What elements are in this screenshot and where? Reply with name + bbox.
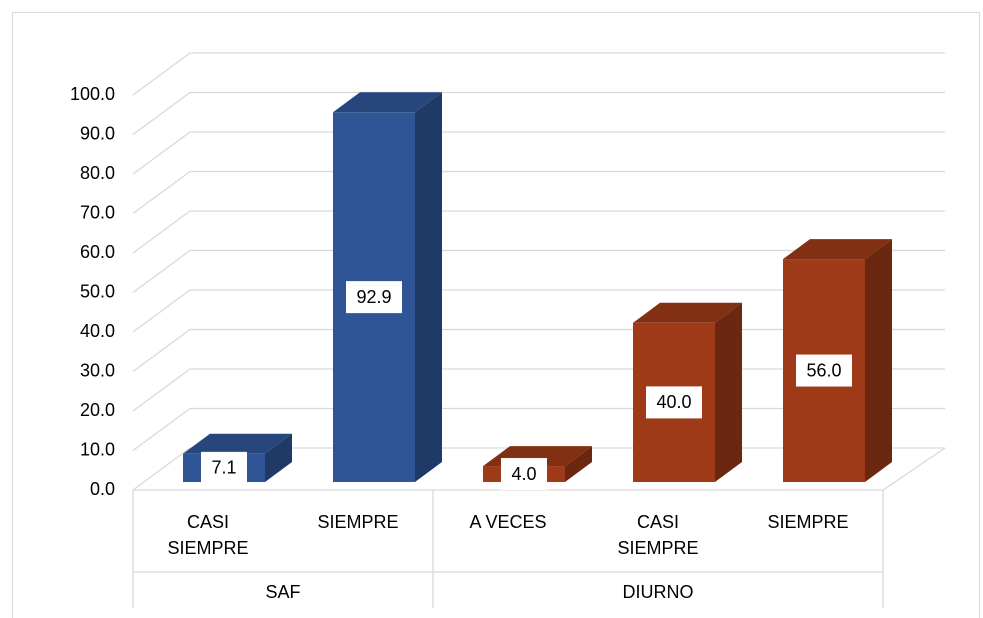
data-label: 56.0 — [806, 360, 841, 380]
grid-line — [132, 52, 945, 96]
x-tick-label: SIEMPRE — [767, 512, 849, 532]
data-label-box — [501, 458, 547, 491]
bar-top — [783, 239, 892, 260]
axis-line — [882, 447, 946, 491]
bar-side — [865, 239, 892, 482]
bar-side — [565, 446, 592, 482]
data-label-box — [201, 451, 247, 484]
grid-line — [132, 210, 945, 254]
data-label: 92.9 — [356, 287, 391, 307]
grid-line — [132, 289, 945, 333]
x-tick-label: CASI SIEMPRE — [167, 512, 249, 558]
y-tick-label: 20.0 — [80, 400, 115, 420]
y-tick-label: 70.0 — [80, 202, 115, 222]
data-label: 40.0 — [656, 392, 691, 412]
y-tick-label: 50.0 — [80, 281, 115, 301]
chart-border — [12, 12, 980, 618]
data-label-box — [646, 386, 702, 419]
y-tick-label: 30.0 — [80, 360, 115, 380]
bar-side — [715, 302, 742, 482]
x-tick-label: A VECES — [469, 512, 547, 532]
y-tick-label: 40.0 — [80, 321, 115, 341]
bar-top — [333, 92, 442, 113]
grid-line — [132, 170, 945, 215]
bar-side — [265, 433, 292, 482]
grid-line — [132, 249, 945, 294]
bar-side — [415, 92, 442, 483]
group-label: DIURNO — [623, 582, 694, 602]
data-label: 4.0 — [511, 464, 536, 484]
y-tick-label: 60.0 — [80, 242, 115, 262]
y-tick-label: 0.0 — [90, 479, 115, 499]
grid-line — [132, 91, 945, 136]
x-tick-label: SIEMPRE — [317, 512, 399, 532]
data-label-box — [346, 281, 402, 314]
data-label-box — [796, 354, 852, 387]
bar-top — [633, 302, 742, 323]
y-tick-label: 80.0 — [80, 163, 115, 183]
y-tick-label: 90.0 — [80, 123, 115, 143]
y-tick-label: 10.0 — [80, 439, 115, 459]
group-label: SAF — [265, 582, 300, 602]
bar-top — [183, 433, 292, 454]
grid-line — [132, 131, 945, 175]
data-label: 7.1 — [211, 458, 236, 478]
x-tick-label: CASI SIEMPRE — [617, 512, 699, 558]
y-tick-label: 100.0 — [70, 84, 115, 104]
